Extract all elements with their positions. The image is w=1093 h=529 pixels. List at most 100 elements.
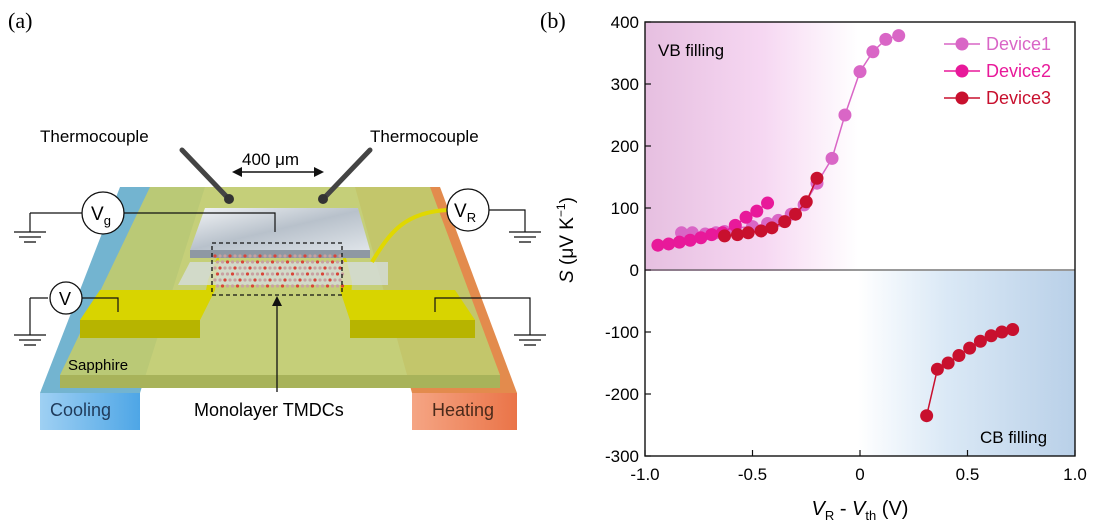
series-device3-point — [930, 362, 944, 376]
thermocouple-left-probe — [179, 147, 229, 199]
sapphire-substrate-edge — [60, 375, 500, 388]
series-device3-point — [963, 341, 977, 355]
v-wire-electrode — [82, 297, 119, 312]
x-tick-label: 0.5 — [956, 465, 980, 484]
distance-arrow-right-head — [314, 167, 324, 177]
series-device2-point — [651, 238, 665, 252]
x-axis-label: VR - Vth (V) — [812, 498, 909, 523]
series-device3-point — [741, 226, 755, 240]
cb-filling-region — [858, 271, 1075, 456]
channel-arrow-head — [272, 296, 282, 306]
legend-device2-marker — [955, 64, 969, 78]
legend-device2-label: Device2 — [986, 61, 1051, 81]
legend-device3-marker — [955, 91, 969, 105]
right-electrode-front — [350, 320, 475, 338]
series-device3-point — [765, 221, 779, 235]
series-device3-point — [730, 228, 744, 242]
y-tick-label: 100 — [611, 199, 639, 218]
panel-b-label: (b) — [540, 8, 566, 33]
series-device3-point — [973, 334, 987, 348]
series-device1-point — [866, 45, 880, 59]
cb-filling-label: CB filling — [980, 428, 1047, 447]
legend-device3-label: Device3 — [986, 88, 1051, 108]
series-device2-point — [739, 210, 753, 224]
series-device3-point — [789, 207, 802, 221]
thermocouple-left-label: Thermocouple — [40, 127, 149, 146]
right-electrode-wire — [434, 297, 531, 335]
x-tick-label: -1.0 — [630, 465, 659, 484]
series-device3-point — [778, 215, 792, 229]
ground-symbol-vr — [509, 231, 541, 243]
series-device1-point — [853, 65, 867, 79]
sapphire-label: Sapphire — [68, 357, 128, 374]
series-device1-point — [892, 29, 906, 43]
y-tick-label: 200 — [611, 137, 639, 156]
series-device2-point — [683, 233, 697, 247]
series-device3-point — [984, 329, 998, 343]
series-device3-point — [799, 195, 813, 209]
panel-a: (a) Thermocouple Thermocouple — [8, 8, 546, 430]
legend-device1-marker — [955, 37, 969, 51]
series-device3-point — [941, 356, 955, 370]
y-axis-label: S (μV K−1) — [554, 197, 578, 283]
vr-wire-yellow — [370, 208, 449, 264]
vg-meter-label: Vg — [91, 204, 111, 228]
ground-symbol-v — [14, 334, 46, 346]
thermocouple-left-tip — [224, 194, 234, 204]
panel-b: (b) -300 -200 -100 0 100 200 300 400 -1.0 -0.5 0 0.… — [540, 8, 1087, 523]
thermocouple-right-tip — [318, 194, 328, 204]
v-meter-label: V — [59, 289, 71, 309]
series-device3-point — [718, 229, 732, 243]
left-electrode-top — [80, 290, 215, 320]
ground-symbol-vg — [14, 231, 46, 243]
distance-arrow-left-head — [232, 167, 242, 177]
x-tick-label: -0.5 — [738, 465, 767, 484]
channel-outline — [211, 242, 343, 296]
right-electrode-top — [340, 290, 475, 320]
x-tick-label: 1.0 — [1063, 465, 1087, 484]
series-device3-point — [920, 409, 934, 423]
series-device2-point — [662, 237, 676, 251]
thermocouple-right-probe — [323, 147, 373, 199]
series-device3-point — [810, 171, 824, 185]
series-device2-point — [694, 231, 708, 245]
series-device2-point — [672, 235, 686, 249]
heating-block-front — [412, 393, 517, 430]
y-tick-label: 400 — [611, 13, 639, 32]
y-tick-label: -200 — [605, 385, 639, 404]
heating-label: Heating — [432, 400, 494, 420]
plot-area: -300 -200 -100 0 100 200 300 400 -1.0 -0.5 0 0.5 1.0 — [605, 13, 1087, 484]
left-electrode-front — [80, 320, 200, 338]
tmdc-lattice — [213, 254, 345, 288]
thermocouple-right-label: Thermocouple — [370, 127, 479, 146]
series-device3-point — [995, 325, 1009, 339]
series-device2-point — [705, 228, 719, 242]
y-tick-label: -100 — [605, 323, 639, 342]
series-device1-point — [825, 151, 839, 165]
y-tick-label: 0 — [630, 261, 639, 280]
vr-meter-label: VR — [454, 201, 476, 225]
distance-label: 400 μm — [242, 150, 299, 169]
x-tick-label: 0 — [855, 465, 864, 484]
panel-a-label: (a) — [8, 8, 32, 33]
series-device3-point — [754, 224, 768, 238]
series-device1-point — [879, 32, 893, 46]
series-device3-point — [1006, 323, 1020, 337]
legend: Device1 Device2 Device3 — [944, 34, 1051, 108]
cooling-label: Cooling — [50, 400, 111, 420]
series-device2-point — [761, 196, 775, 210]
y-tick-label: -300 — [605, 447, 639, 466]
vb-filling-label: VB filling — [658, 41, 724, 60]
series-device1-point — [838, 108, 852, 122]
series-device2 — [651, 196, 775, 252]
channel-label: Monolayer TMDCs — [194, 400, 344, 420]
y-tick-label: 300 — [611, 75, 639, 94]
vg-wire-gate — [124, 212, 276, 232]
cooling-block-front — [40, 393, 140, 430]
vr-wire-ground — [489, 209, 526, 232]
ground-symbol-right — [514, 334, 546, 346]
series-device3-point — [952, 349, 966, 363]
gate-electrode-top — [190, 208, 370, 250]
series-device3 — [718, 171, 1020, 423]
